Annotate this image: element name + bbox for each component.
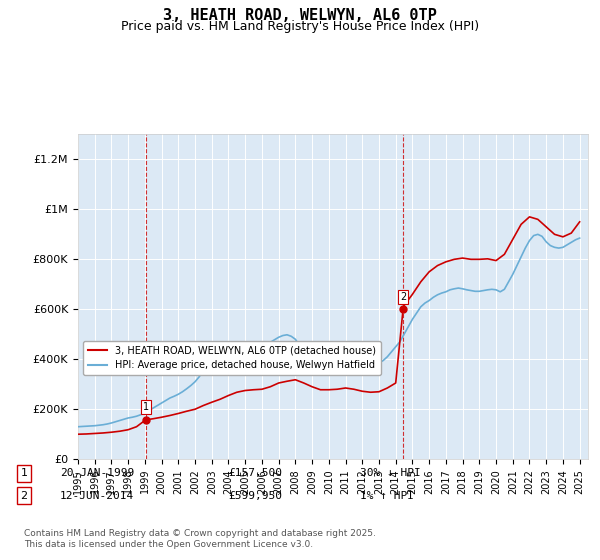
Text: £599,950: £599,950 xyxy=(228,491,282,501)
Text: 30% ↓ HPI: 30% ↓ HPI xyxy=(360,468,421,478)
Point xyxy=(398,305,408,314)
Text: 2: 2 xyxy=(400,292,406,302)
Text: 1: 1 xyxy=(143,402,149,412)
Point xyxy=(141,416,151,424)
Text: 1% ↑ HPI: 1% ↑ HPI xyxy=(360,491,414,501)
Legend: 3, HEATH ROAD, WELWYN, AL6 0TP (detached house), HPI: Average price, detached ho: 3, HEATH ROAD, WELWYN, AL6 0TP (detached… xyxy=(83,340,381,375)
Text: 2: 2 xyxy=(20,491,28,501)
Text: £157,500: £157,500 xyxy=(228,468,282,478)
Text: 12-JUN-2014: 12-JUN-2014 xyxy=(60,491,134,501)
Text: 20-JAN-1999: 20-JAN-1999 xyxy=(60,468,134,478)
Text: Contains HM Land Registry data © Crown copyright and database right 2025.
This d: Contains HM Land Registry data © Crown c… xyxy=(24,529,376,549)
Text: 1: 1 xyxy=(20,468,28,478)
Text: Price paid vs. HM Land Registry's House Price Index (HPI): Price paid vs. HM Land Registry's House … xyxy=(121,20,479,32)
Text: 3, HEATH ROAD, WELWYN, AL6 0TP: 3, HEATH ROAD, WELWYN, AL6 0TP xyxy=(163,8,437,24)
